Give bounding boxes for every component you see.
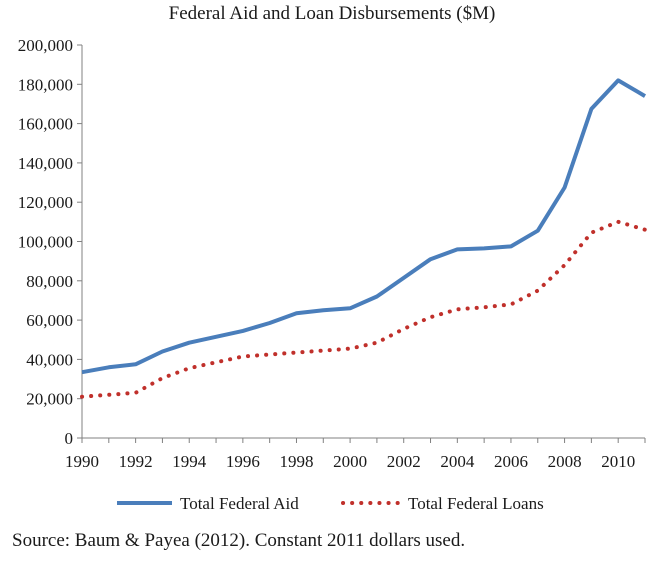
series-line-1	[81, 78, 647, 375]
x-tick-label: 2000	[333, 452, 367, 471]
x-tick-label: 2004	[440, 452, 475, 471]
x-tick-label: 2006	[494, 452, 528, 471]
chart-title: Federal Aid and Loan Disbursements ($M)	[168, 3, 496, 24]
legend: Total Federal Aid Total Federal Loans	[117, 494, 544, 513]
legend-label-2: Total Federal Loans	[408, 494, 544, 513]
y-tick-label: 180,000	[18, 75, 73, 94]
y-tick-label: 60,000	[26, 311, 73, 330]
x-tick-label: 1990	[65, 452, 99, 471]
y-tick-label: 20,000	[26, 390, 73, 409]
y-axis-ticks: 0 20,000 40,000 60,000 80,000 100,000 120,000 1…	[18, 36, 82, 448]
y-tick-label: 160,000	[18, 115, 73, 134]
x-axis-ticks: 1990 1992 1994 1996 1998 2000 2002 2004 2006 2008…	[65, 438, 646, 471]
x-tick-label: 2010	[601, 452, 635, 471]
chart-axes	[81, 45, 645, 439]
x-tick-label: 2002	[387, 452, 421, 471]
y-tick-label: 120,000	[18, 193, 73, 212]
x-tick-label: 1994	[172, 452, 207, 471]
y-tick-label: 100,000	[18, 233, 73, 252]
x-tick-label: 1996	[226, 452, 260, 471]
y-tick-label: 140,000	[18, 154, 73, 173]
x-tick-label: 1992	[119, 452, 153, 471]
legend-label-1: Total Federal Aid	[180, 494, 299, 513]
y-tick-label: 40,000	[26, 350, 73, 369]
y-tick-label: 0	[65, 429, 74, 448]
y-tick-label: 80,000	[26, 272, 73, 291]
series-line-2	[80, 219, 647, 399]
y-tick-label: 200,000	[18, 36, 73, 55]
source-note: Source: Baum & Payea (2012). Constant 20…	[12, 530, 466, 551]
x-tick-label: 2008	[548, 452, 582, 471]
x-tick-label: 1998	[279, 452, 313, 471]
series-lines	[80, 78, 647, 399]
